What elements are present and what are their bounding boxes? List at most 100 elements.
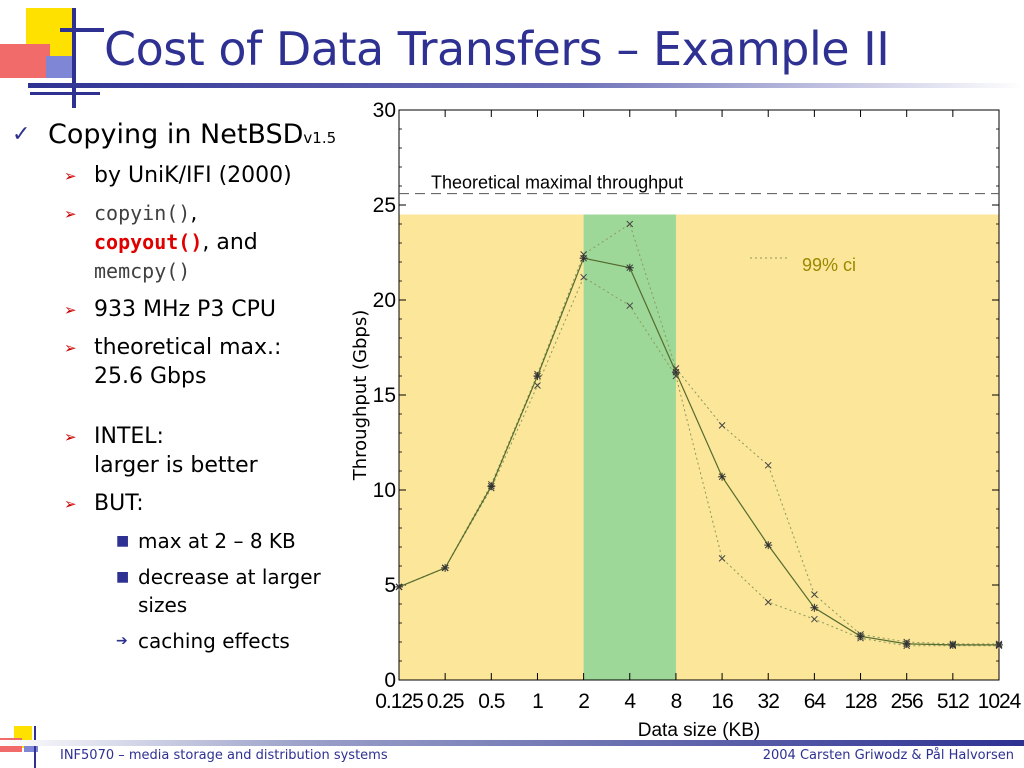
throughput-point (902, 639, 911, 648)
x-tick-label: 32 (758, 690, 780, 713)
throughput-point (948, 640, 957, 649)
square-bullet-icon: ■ (116, 569, 130, 585)
y-tick-label: 20 (373, 289, 396, 312)
throughput-point (856, 632, 865, 641)
bullet-but-text: BUT: (94, 491, 144, 516)
x-tick-label: 0.5 (478, 690, 505, 713)
bullet-theoretical-line1: theoretical max.: (94, 335, 282, 360)
footer-course: INF5070 – media storage and distribution… (60, 748, 388, 763)
y-tick-label: 10 (373, 479, 396, 502)
x-tick-label: 2 (578, 690, 589, 713)
subbullet-max: ■ max at 2 – 8 KB (12, 527, 372, 555)
subbullet-decrease-text: decrease at larger sizes (138, 565, 321, 617)
throughput-line (398, 257, 999, 646)
y-tick-label: 0 (384, 669, 396, 692)
x-tick-label: 0.125 (375, 690, 423, 713)
bullet-theoretical-line2: 25.6 Gbps (94, 364, 207, 389)
x-tick-label: 1024 (978, 690, 1022, 713)
y-tick-label: 5 (384, 574, 396, 597)
x-tick-label: 0.25 (427, 690, 464, 713)
footer-logo (0, 726, 38, 768)
arrowhead-icon: ➢ (64, 428, 77, 446)
bullet-intel-line2: larger is better (94, 453, 258, 478)
x-axis-label: Data size (KB) (638, 720, 760, 741)
bullet-main-text: Copying in NetBSD (48, 119, 304, 150)
bullet-main: ✓ Copying in NetBSDv1.5 (12, 118, 372, 155)
bullet-functions: ➢ copyin(), copyout(), and memcpy() (12, 199, 372, 286)
ci-upper-point (718, 422, 726, 429)
func-copyout: copyout() (94, 230, 203, 254)
throughput-point (579, 254, 588, 263)
ci-lower-point (811, 615, 818, 623)
bullet-authors: ➢ by UniK/IFI (2000) (12, 161, 372, 190)
throughput-point (625, 263, 634, 272)
bullet-authors-text: by UniK/IFI (2000) (94, 163, 292, 188)
throughput-point (764, 541, 773, 550)
bullet-main-suffix: v1.5 (303, 129, 337, 147)
func-sep-2: , and (202, 230, 258, 255)
x-tick-label: 512 (937, 690, 969, 713)
subbullet-caching-text: caching effects (138, 629, 290, 653)
arrowhead-icon: ➢ (64, 301, 77, 319)
bullet-cpu-text: 933 MHz P3 CPU (94, 297, 277, 322)
title-underline (28, 83, 1024, 88)
ci-upper-point (626, 220, 634, 228)
arrow-right-icon: ➔ (116, 633, 128, 649)
y-axis-label: Throughput (Gbps) (350, 310, 371, 482)
y-tick-label: 30 (373, 99, 396, 122)
ci-lower-point (718, 555, 726, 562)
theoretical-max-label: Theoretical maximal throughput (431, 173, 683, 193)
subbullet-max-text: max at 2 – 8 KB (138, 529, 296, 553)
throughput-chart: 0 5 10 15 20 25 30 0.125 0.25 0.5 1 2 4 8 16 32 64 128 256… (350, 99, 1023, 741)
bullet-list: ✓ Copying in NetBSDv1.5 ➢ by UniK/IFI (2… (12, 118, 372, 663)
subbullet-caching: ➔ caching effects (12, 627, 372, 655)
bullet-cpu: ➢ 933 MHz P3 CPU (12, 295, 372, 324)
square-bullet-icon: ■ (116, 533, 130, 549)
arrowhead-icon: ➢ (64, 339, 77, 357)
ci-lower-point (626, 302, 634, 310)
highlight-band (583, 214, 676, 680)
throughput-point (810, 603, 819, 612)
throughput-point (671, 368, 680, 377)
x-tick-label: 1 (532, 690, 543, 713)
func-memcpy: memcpy() (94, 259, 191, 283)
x-tick-label: 256 (891, 690, 923, 713)
checkmark-icon: ✓ (12, 122, 31, 147)
func-copyin: copyin() (94, 201, 191, 225)
y-tick-label: 15 (373, 384, 396, 407)
throughput-point (441, 563, 450, 572)
arrowhead-icon: ➢ (64, 205, 77, 223)
throughput-point (995, 640, 1003, 649)
x-tick-label: 16 (711, 690, 733, 713)
ci-upper-line (398, 223, 999, 645)
bullet-intel-line1: INTEL: (94, 424, 164, 449)
footer-authors: 2004 Carsten Griwodz & Pål Halvorsen (762, 748, 1014, 763)
arrowhead-icon: ➢ (64, 495, 77, 513)
ci-lower-point (580, 273, 587, 281)
shaded-region (399, 214, 999, 680)
x-tick-label: 8 (671, 690, 682, 713)
x-tick-label: 64 (804, 690, 827, 713)
bullet-theoretical-max: ➢ theoretical max.: 25.6 Gbps (12, 333, 372, 391)
footer-rule (0, 740, 1024, 746)
arrowhead-icon: ➢ (64, 167, 77, 185)
subbullet-decrease: ■ decrease at larger sizes (12, 563, 372, 619)
ci-upper-point (811, 591, 818, 598)
throughput-point (395, 582, 403, 591)
bullet-intel: ➢ INTEL: larger is better (12, 422, 372, 480)
ci-lower-line (398, 276, 999, 647)
throughput-point (718, 472, 727, 481)
y-tick-label: 25 (373, 194, 396, 217)
bullet-but: ➢ BUT: (12, 489, 372, 518)
func-sep-1: , (190, 201, 198, 226)
x-tick-label: 4 (624, 690, 636, 713)
throughput-point (487, 482, 496, 491)
ci-lower-point (764, 598, 772, 606)
slide-logo (0, 8, 104, 108)
ci-upper-point (764, 461, 772, 469)
ci-legend-label: 99% ci (802, 255, 856, 275)
ci-lower-point (534, 382, 541, 389)
slide-title: Cost of Data Transfers – Example II (104, 22, 890, 76)
x-tick-label: 128 (845, 690, 877, 713)
throughput-point (533, 372, 542, 380)
